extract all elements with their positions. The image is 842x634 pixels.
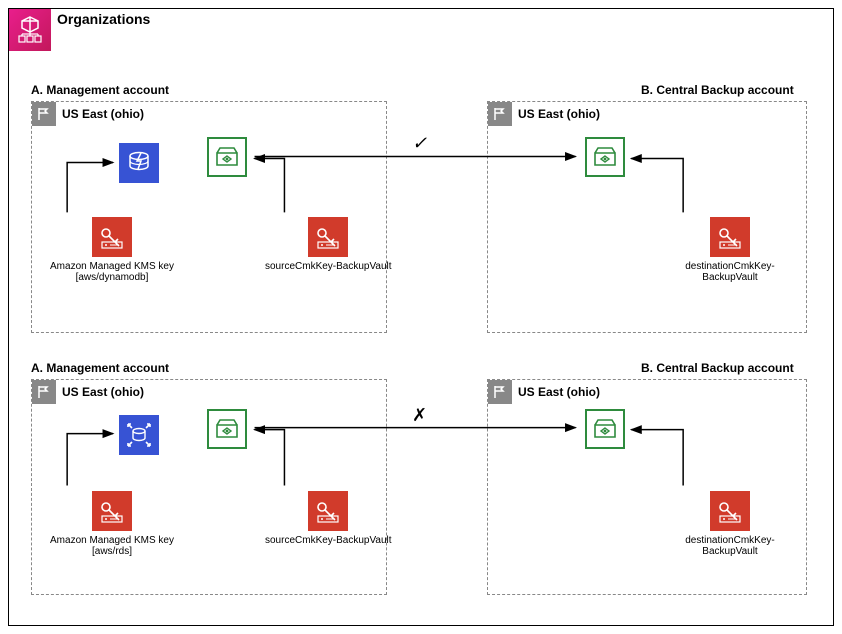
rds-node — [119, 415, 159, 455]
kms-node-left-bottom: Amazon Managed KMS key [aws/rds] — [47, 491, 177, 557]
vault-kms-node-left-bottom: sourceCmkKey-BackupVault — [265, 491, 392, 546]
vault-kms-label: destinationCmkKey-BackupVault — [665, 261, 795, 283]
region-name: US East (ohio) — [518, 385, 600, 399]
organizations-container: Organizations A. Management account B. C… — [8, 8, 834, 626]
region-header: US East (ohio) — [488, 102, 600, 126]
organizations-icon — [9, 9, 51, 51]
rds-icon — [119, 415, 159, 455]
vault-icon — [207, 137, 247, 177]
kms-label: Amazon Managed KMS key [aws/dynamodb] — [47, 261, 177, 283]
vault-kms-node-left-top: sourceCmkKey-BackupVault — [265, 217, 392, 272]
vault-kms-label: destinationCmkKey-BackupVault — [665, 535, 795, 557]
kms-node-left-top: Amazon Managed KMS key [aws/dynamodb] — [47, 217, 177, 283]
key-icon — [308, 491, 348, 531]
region-header: US East (ohio) — [488, 380, 600, 404]
key-icon — [710, 491, 750, 531]
flag-icon — [32, 380, 56, 404]
account-label-a-bottom: A. Management account — [31, 361, 169, 375]
dynamodb-icon — [119, 143, 159, 183]
dynamodb-node — [119, 143, 159, 183]
vault-node-right-bottom — [585, 409, 625, 449]
account-label-b-top: B. Central Backup account — [641, 83, 794, 97]
flag-icon — [488, 380, 512, 404]
key-icon — [308, 217, 348, 257]
vault-node-right-top — [585, 137, 625, 177]
status-success-icon: ✓ — [412, 133, 427, 154]
vault-kms-node-right-top: destinationCmkKey-BackupVault — [665, 217, 795, 283]
org-title: Organizations — [57, 11, 150, 27]
key-icon — [710, 217, 750, 257]
region-name: US East (ohio) — [518, 107, 600, 121]
flag-icon — [488, 102, 512, 126]
region-box-right-bottom: US East (ohio) — [487, 379, 807, 595]
region-name: US East (ohio) — [62, 107, 144, 121]
account-label-a-top: A. Management account — [31, 83, 169, 97]
vault-node-left-bottom — [207, 409, 247, 449]
status-fail-icon: ✗ — [412, 405, 427, 426]
key-icon — [92, 491, 132, 531]
vault-kms-label: sourceCmkKey-BackupVault — [265, 261, 392, 272]
region-header: US East (ohio) — [32, 380, 144, 404]
vault-node-left-top — [207, 137, 247, 177]
kms-label: Amazon Managed KMS key [aws/rds] — [47, 535, 177, 557]
region-name: US East (ohio) — [62, 385, 144, 399]
vault-kms-label: sourceCmkKey-BackupVault — [265, 535, 392, 546]
account-label-b-bottom: B. Central Backup account — [641, 361, 794, 375]
vault-kms-node-right-bottom: destinationCmkKey-BackupVault — [665, 491, 795, 557]
flag-icon — [32, 102, 56, 126]
vault-icon — [585, 137, 625, 177]
org-header: Organizations — [9, 9, 150, 51]
region-header: US East (ohio) — [32, 102, 144, 126]
vault-icon — [585, 409, 625, 449]
key-icon — [92, 217, 132, 257]
vault-icon — [207, 409, 247, 449]
